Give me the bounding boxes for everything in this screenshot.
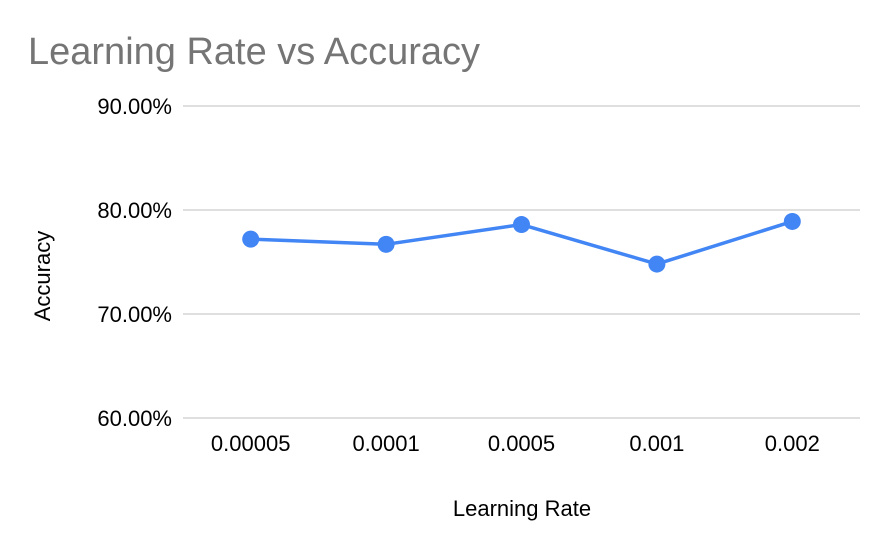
series-layer (242, 212, 801, 273)
y-tick-label: 60.00% (97, 406, 172, 431)
y-axis-label: Accuracy (30, 231, 55, 321)
data-point (648, 255, 666, 273)
data-point (242, 230, 260, 248)
y-tick-label: 90.00% (97, 94, 172, 119)
x-tick-label: 0.002 (765, 431, 820, 456)
y-tick-label: 70.00% (97, 302, 172, 327)
x-tick-label: 0.001 (629, 431, 684, 456)
x-tick-label: 0.0001 (352, 431, 419, 456)
y-tick-label: 80.00% (97, 198, 172, 223)
data-point (377, 235, 395, 253)
gridlines (183, 105, 860, 419)
chart-title: Learning Rate vs Accuracy (28, 31, 480, 73)
y-axis-ticks: 60.00% 70.00% 80.00% 90.00% (97, 94, 172, 431)
x-axis-ticks: 0.00005 0.0001 0.0005 0.001 0.002 (211, 431, 820, 456)
x-tick-label: 0.0005 (488, 431, 555, 456)
data-point (783, 212, 801, 230)
x-tick-label: 0.00005 (211, 431, 291, 456)
data-point (513, 216, 530, 234)
x-axis-label: Learning Rate (453, 496, 591, 521)
